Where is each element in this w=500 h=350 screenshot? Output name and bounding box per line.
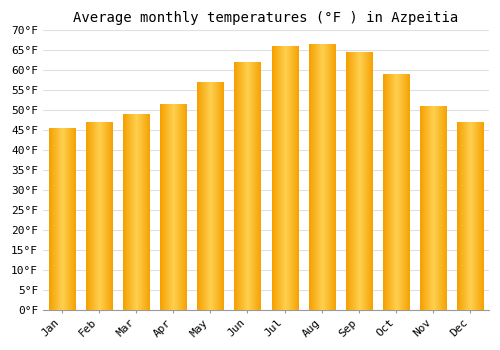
Title: Average monthly temperatures (°F ) in Azpeitia: Average monthly temperatures (°F ) in Az… bbox=[74, 11, 458, 25]
